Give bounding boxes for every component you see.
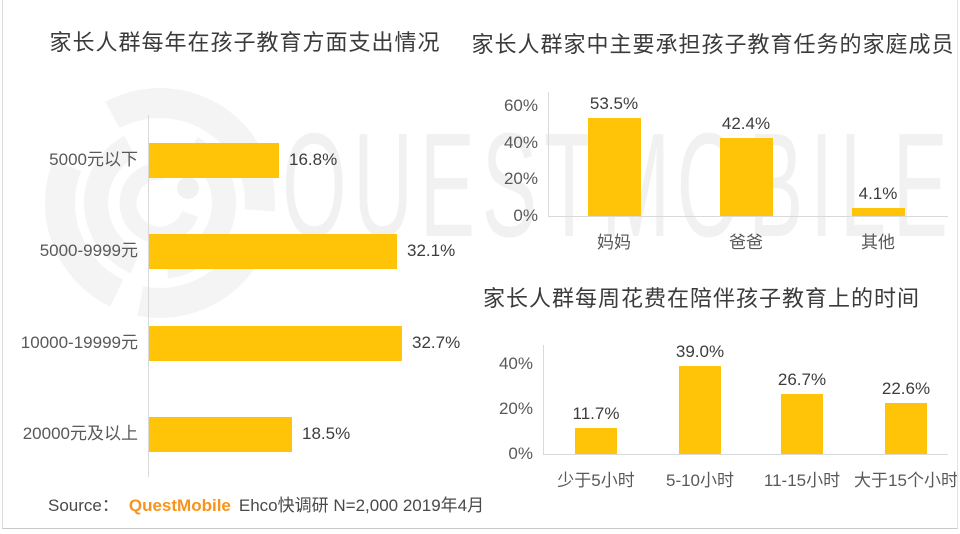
category-label: 妈妈	[597, 233, 631, 252]
bar	[679, 366, 721, 454]
y-tick-label: 40%	[503, 132, 538, 152]
chart-title: 家长人群家中主要承担孩子教育任务的家庭成员	[471, 32, 955, 57]
bar	[149, 325, 402, 361]
bar	[719, 138, 773, 216]
value-label: 4.1%	[858, 184, 898, 203]
source-label: Source：	[48, 496, 119, 515]
chart-title: 家长人群每周花费在陪伴孩子教育上的时间	[482, 286, 920, 311]
category-label: 5-10小时	[665, 471, 735, 490]
category-label: 11-15小时	[763, 471, 841, 490]
bar	[149, 142, 279, 178]
category-label: 爸爸	[729, 233, 763, 252]
bar	[575, 428, 617, 454]
y-tick-label: 20%	[498, 399, 533, 418]
bar	[851, 208, 905, 216]
bar	[149, 416, 292, 452]
y-tick-label: 40%	[498, 354, 533, 373]
value-label: 16.8%	[289, 150, 338, 169]
y-axis-line	[548, 92, 549, 216]
y-tick-label: 20%	[503, 169, 538, 189]
y-axis-line	[148, 115, 149, 477]
value-label: 39.0%	[675, 342, 725, 361]
value-label: 18.5%	[302, 424, 351, 443]
y-tick-label: 0%	[513, 206, 538, 225]
source-detail: Ehco快调研 N=2,000 2019年4月	[238, 496, 485, 515]
bar	[587, 118, 641, 216]
value-label: 32.7%	[412, 333, 461, 352]
x-axis-line	[543, 454, 948, 455]
category-label: 20000元及以上	[22, 424, 138, 443]
category-label: 其他	[861, 233, 895, 252]
value-label: 32.1%	[407, 241, 456, 260]
value-label: 22.6%	[881, 379, 931, 398]
category-label: 5000-9999元	[39, 241, 138, 260]
y-tick-label: 0%	[508, 444, 533, 463]
x-axis-line	[548, 216, 948, 217]
source-brand: QuestMobile	[128, 496, 231, 515]
value-label: 26.7%	[777, 370, 827, 389]
y-tick-label: 60%	[503, 96, 538, 115]
category-label: 5000元以下	[49, 150, 138, 169]
chart-title: 家长人群每年在孩子教育方面支出情况	[49, 30, 441, 55]
y-axis-line	[543, 345, 544, 454]
source-line: Source： QuestMobile Ehco快调研 N=2,000 2019年4…	[48, 495, 484, 517]
bar	[885, 403, 927, 454]
value-label: 53.5%	[589, 94, 639, 113]
value-label: 11.7%	[572, 404, 620, 423]
value-label: 42.4%	[721, 114, 771, 133]
bar	[781, 394, 823, 454]
bar	[149, 233, 397, 269]
category-label: 少于5小时	[557, 471, 635, 490]
category-label: 大于15个小时	[854, 471, 958, 490]
category-label: 10000-19999元	[20, 333, 138, 352]
